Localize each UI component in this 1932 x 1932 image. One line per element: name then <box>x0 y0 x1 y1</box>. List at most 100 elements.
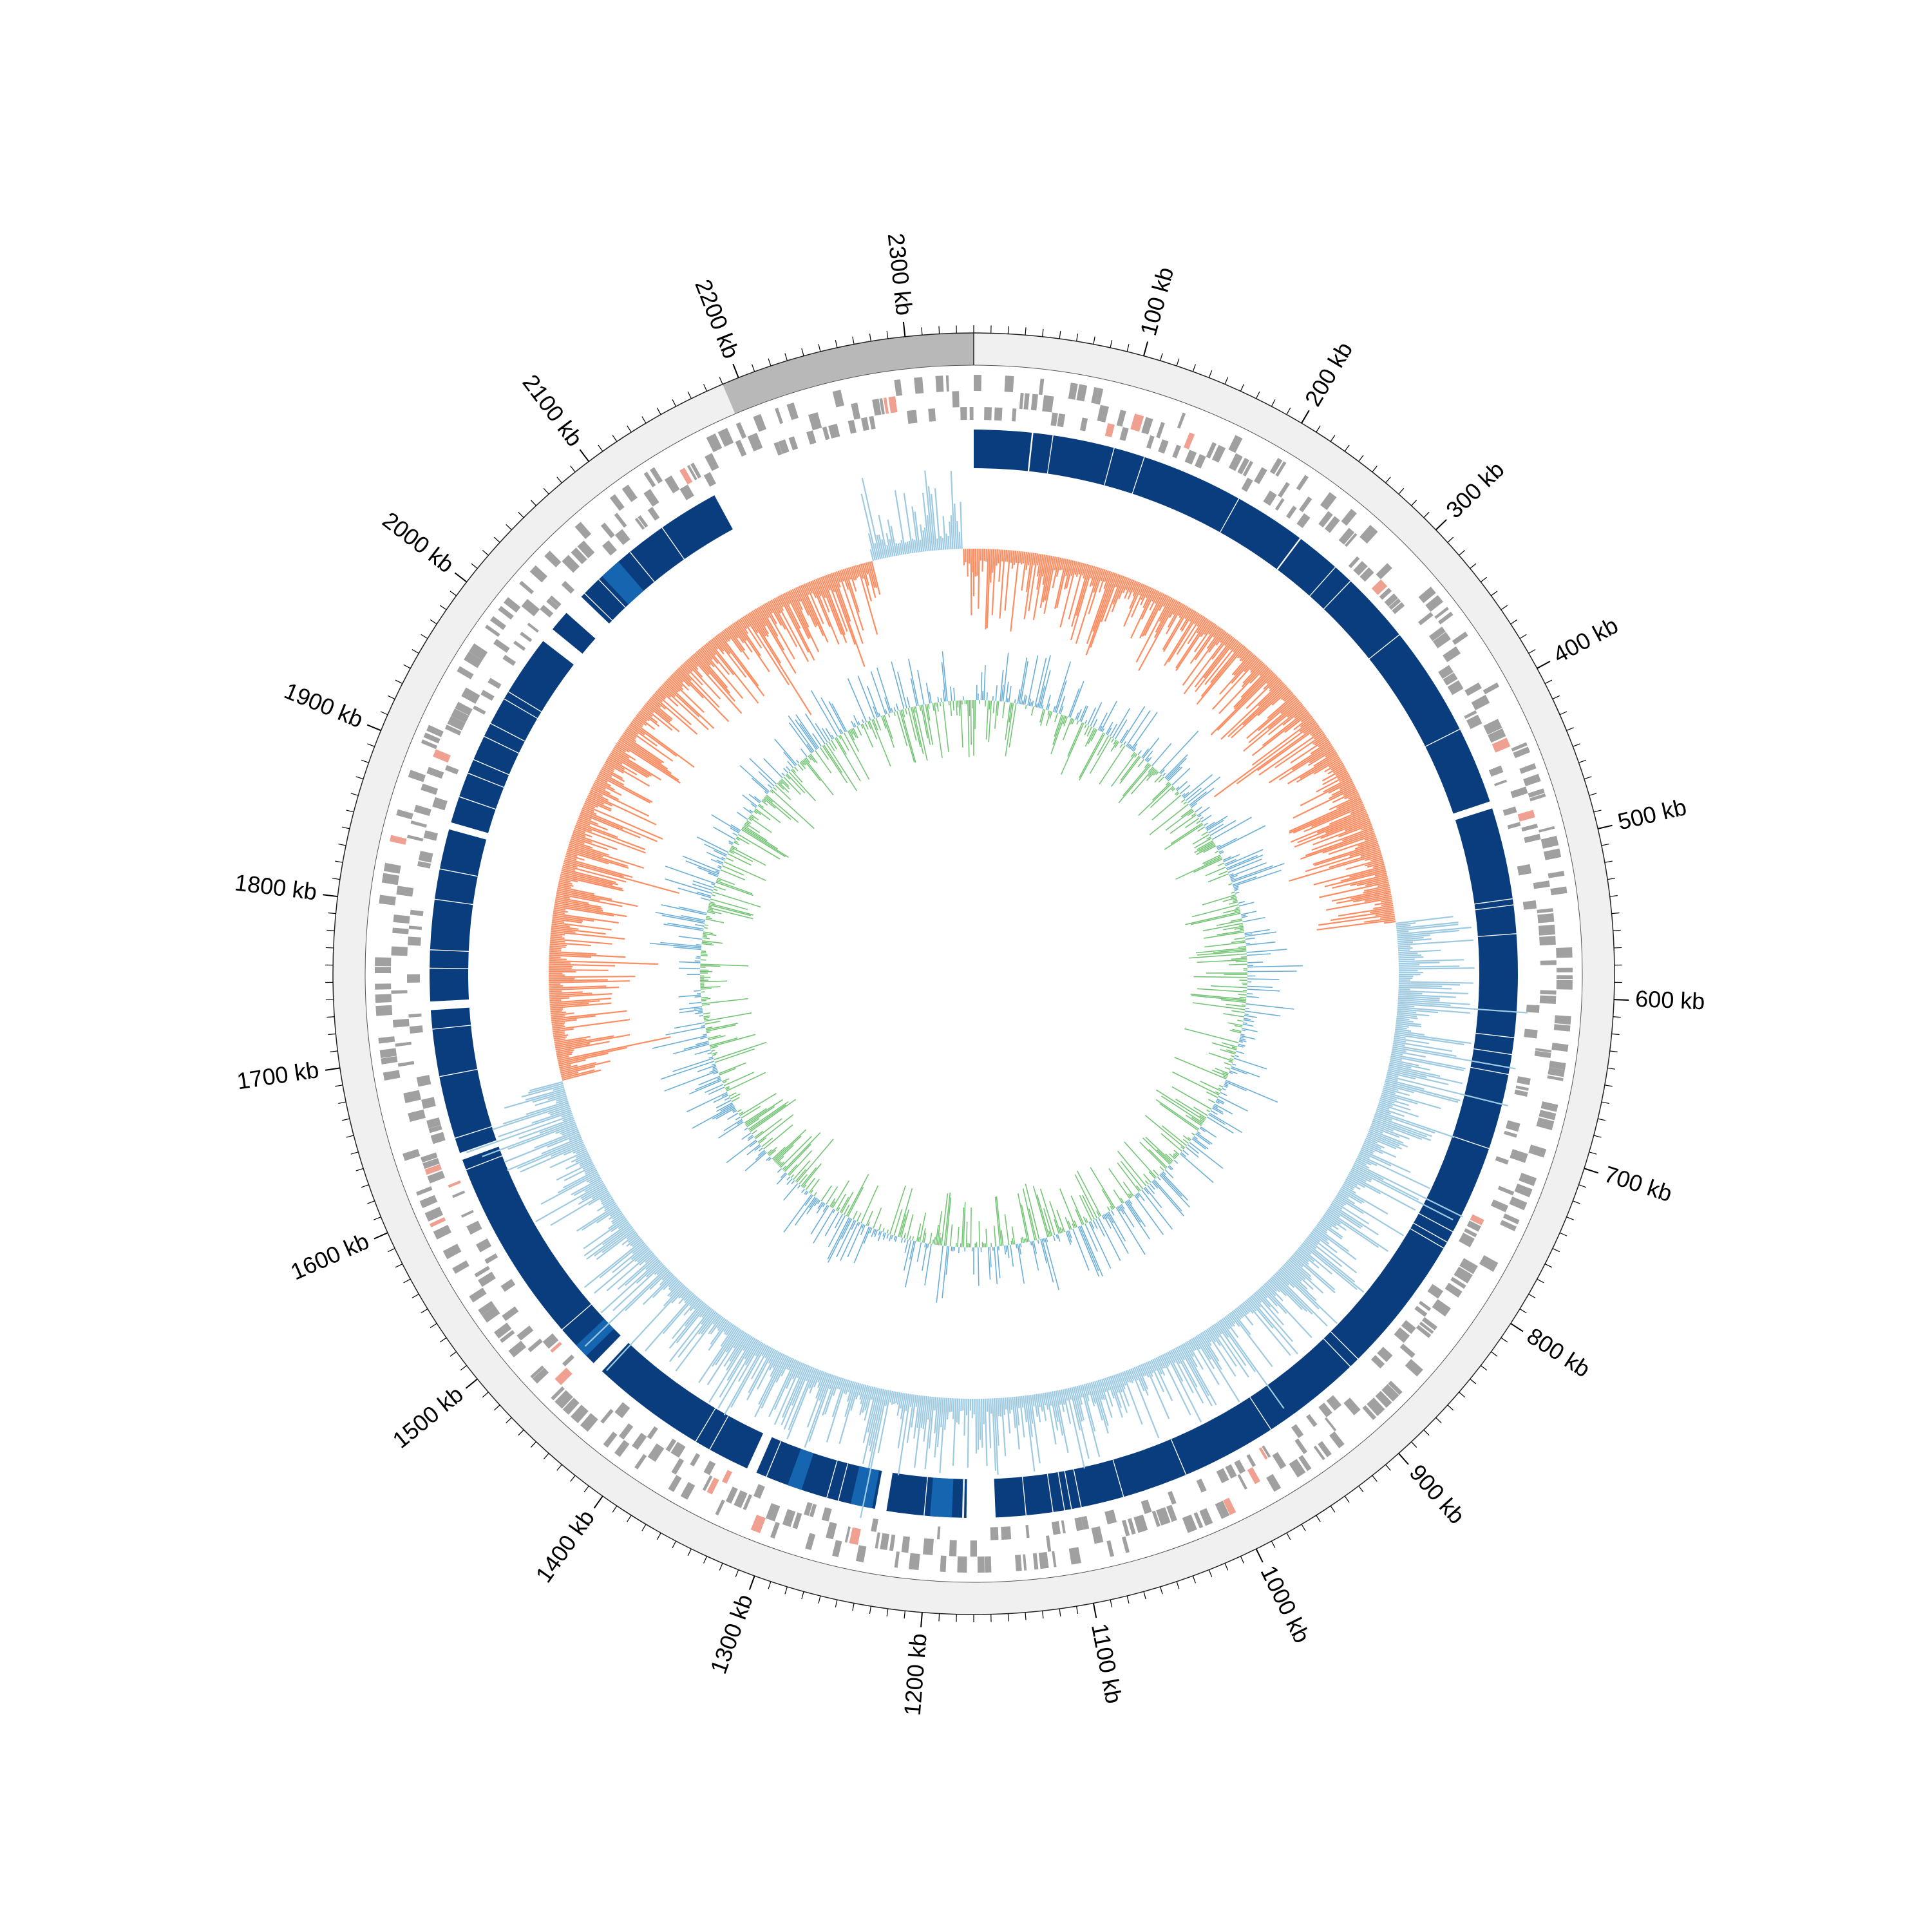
feature-box <box>482 1306 500 1323</box>
feature-box <box>828 424 840 439</box>
feature-box <box>1554 1015 1571 1025</box>
feature-box <box>974 375 981 392</box>
block-separator <box>434 898 473 905</box>
minor-tick <box>938 1613 940 1622</box>
feature-box <box>1418 586 1436 603</box>
minor-tick <box>327 929 335 931</box>
feature-box <box>1488 728 1506 743</box>
block-separator <box>1470 1066 1509 1075</box>
feature-box <box>621 484 638 502</box>
feature-box <box>788 436 799 451</box>
minor-tick <box>1501 1337 1508 1343</box>
feature-box <box>544 551 562 568</box>
minor-tick <box>612 435 618 442</box>
block-separator <box>1073 1469 1082 1508</box>
minor-tick <box>380 711 388 715</box>
minor-tick <box>395 1263 403 1268</box>
feature-box <box>1505 1120 1520 1132</box>
major-tick <box>920 1612 923 1627</box>
tick-label: 1000 kb <box>1255 1561 1315 1647</box>
feature-box <box>1091 1526 1104 1544</box>
minor-tick <box>1491 591 1498 596</box>
feature-box <box>848 419 857 434</box>
minor-tick <box>852 1603 855 1611</box>
minor-tick <box>1537 1278 1544 1283</box>
feature-box <box>869 415 876 430</box>
feature-box <box>1384 593 1398 607</box>
feature-box <box>478 1271 496 1287</box>
minor-tick <box>460 1365 468 1371</box>
tick-label: 600 kb <box>1634 985 1705 1014</box>
feature-box <box>1104 423 1115 438</box>
block-separator <box>1323 1338 1351 1367</box>
feature-box <box>1318 511 1333 528</box>
feature-box <box>1343 1397 1361 1416</box>
minor-tick <box>1076 1606 1079 1615</box>
feature-box <box>381 873 399 886</box>
minor-tick <box>886 330 889 339</box>
tick-label: 1300 kb <box>705 1591 758 1677</box>
minor-tick <box>1271 399 1276 407</box>
conserved-block <box>974 430 1490 814</box>
feature-box <box>393 914 410 924</box>
feature-box <box>960 407 967 421</box>
block-separator <box>1028 432 1034 471</box>
tick-label: 1900 kb <box>281 677 367 733</box>
feature-box <box>413 804 431 817</box>
minor-tick <box>1566 1217 1574 1220</box>
feature-box <box>743 1494 752 1510</box>
feature-box <box>1359 567 1374 582</box>
block-light-patch <box>930 1477 954 1518</box>
feature-box <box>1528 788 1545 798</box>
feature-box <box>1223 1497 1236 1515</box>
feature-box <box>1217 1501 1230 1518</box>
tick-label: 800 kb <box>1522 1322 1595 1382</box>
minor-tick <box>570 1475 576 1482</box>
feature-box <box>753 1484 765 1499</box>
feature-box <box>485 625 500 637</box>
minor-tick <box>1025 327 1027 336</box>
feature-box <box>451 708 469 723</box>
feature-box <box>1359 525 1378 544</box>
feature-box <box>1519 763 1537 774</box>
minor-tick <box>1447 536 1454 543</box>
feature-box <box>1556 975 1573 980</box>
feature-box <box>378 1036 395 1044</box>
feature-box <box>407 974 421 983</box>
minor-tick <box>612 1506 618 1513</box>
feature-box <box>977 1556 985 1573</box>
feature-box <box>1242 460 1254 477</box>
feature-box <box>570 1405 589 1423</box>
feature-box <box>600 1408 614 1424</box>
minor-tick <box>1208 1569 1213 1577</box>
block-separator <box>1276 538 1301 570</box>
feature-box <box>488 677 502 689</box>
feature-box <box>680 1482 696 1500</box>
feature-box <box>634 518 645 530</box>
feature-box <box>1414 1305 1428 1317</box>
feature-box <box>832 1540 842 1557</box>
minor-tick <box>1007 1613 1009 1622</box>
feature-box <box>849 1527 861 1545</box>
feature-box <box>391 946 408 956</box>
feature-box <box>1023 393 1030 410</box>
major-tick <box>732 363 739 378</box>
block-separator <box>466 1155 502 1170</box>
feature-box <box>706 1477 719 1495</box>
minor-tick <box>1286 1533 1291 1540</box>
feature-box <box>1502 806 1517 816</box>
minor-tick <box>656 1533 661 1540</box>
feature-box <box>1199 1508 1213 1526</box>
minor-tick <box>1528 1293 1536 1299</box>
feature-box <box>949 1540 957 1557</box>
feature-box <box>1434 607 1449 620</box>
minor-tick <box>1385 477 1391 484</box>
feature-box <box>1193 1511 1204 1529</box>
minor-tick <box>1224 377 1229 384</box>
major-tick <box>323 894 338 898</box>
feature-box <box>561 581 575 594</box>
feature-box <box>721 1470 732 1484</box>
feature-box <box>403 1090 421 1103</box>
feature-box <box>1061 1520 1066 1533</box>
block-light-patch <box>601 562 644 605</box>
